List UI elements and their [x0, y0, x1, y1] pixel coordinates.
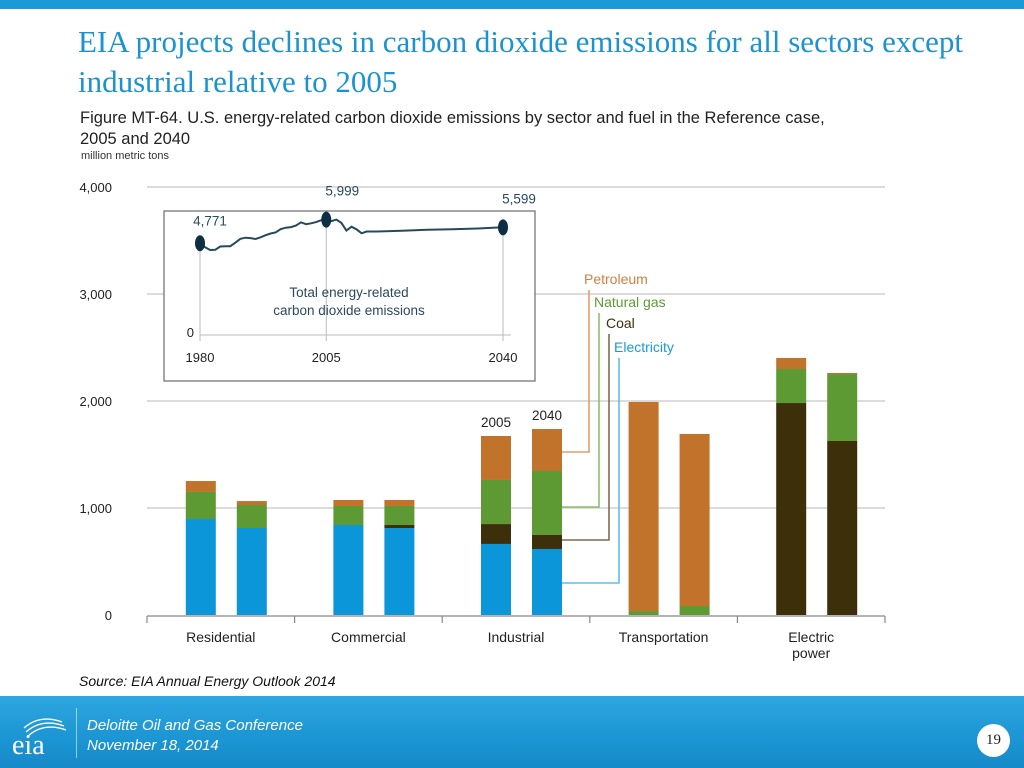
- bar-segment-electricity: [236, 528, 267, 615]
- eia-logo-text: eia: [12, 730, 45, 758]
- inset-data-marker: [321, 211, 332, 228]
- bar-segment-natural-gas: [236, 505, 267, 529]
- bar-segment-natural-gas: [679, 606, 710, 615]
- x-category-label: power: [792, 645, 830, 661]
- bar-segment-coal: [481, 524, 511, 544]
- inset-title-line2: carbon dioxide emissions: [273, 303, 425, 318]
- bar-segment-petroleum: [185, 481, 216, 492]
- bar-segment-electricity: [481, 543, 511, 615]
- source-note: Source: EIA Annual Energy Outlook 2014: [79, 673, 336, 689]
- inset-data-marker: [498, 219, 508, 236]
- legend-label-natural-gas: Natural gas: [594, 294, 666, 310]
- conference-name: Deloitte Oil and Gas Conference: [87, 717, 303, 734]
- inset-x-tick-label: 1980: [186, 350, 215, 365]
- conference-date: November 18, 2014: [87, 737, 219, 754]
- inset-x-tick-label: 2005: [312, 350, 341, 365]
- inset-line: [199, 218, 504, 252]
- footer-bar: eia Deloitte Oil and Gas Conference Nove…: [0, 696, 1024, 768]
- bar-segment-coal: [384, 525, 415, 529]
- legend-label-petroleum: Petroleum: [584, 271, 648, 287]
- y-tick-label: 1,000: [79, 501, 112, 516]
- figure-title: Figure MT-64. U.S. energy-related carbon…: [80, 109, 825, 148]
- x-category-label: Transportation: [619, 629, 709, 645]
- bar-segment-petroleum: [776, 357, 807, 370]
- bar-segment-natural-gas: [481, 479, 511, 525]
- bar-segment-natural-gas: [776, 369, 807, 404]
- y-axis-units: million metric tons: [81, 150, 170, 162]
- bar-segment-coal: [776, 403, 807, 615]
- x-category-label: Commercial: [331, 629, 406, 645]
- bar-segment-petroleum: [827, 372, 858, 375]
- inset-x-tick-label: 2040: [489, 350, 518, 365]
- inset-annotation: 5,999: [325, 184, 359, 199]
- bar-segment-electricity: [333, 525, 364, 615]
- eia-logo-icon: eia: [12, 718, 67, 758]
- bar-segment-natural-gas: [333, 505, 364, 526]
- bar-segment-petroleum: [333, 499, 364, 506]
- y-tick-label: 3,000: [79, 287, 112, 302]
- x-category-label: Industrial: [488, 629, 545, 645]
- bar-segment-natural-gas: [185, 491, 216, 520]
- legend-label-coal: Coal: [606, 315, 635, 331]
- page-number: 19: [977, 724, 1010, 757]
- bar-segment-petroleum: [236, 501, 267, 506]
- bar-segment-petroleum: [532, 429, 562, 471]
- year-label: 2040: [532, 408, 562, 423]
- bar-segment-petroleum: [679, 433, 710, 607]
- inset-box: [163, 210, 536, 382]
- conference-info: Deloitte Oil and Gas Conference November…: [87, 716, 303, 756]
- bar-segment-natural-gas: [827, 374, 858, 442]
- legend-label-electricity: Electricity: [614, 339, 674, 355]
- bar-segment-petroleum: [481, 435, 511, 480]
- inset-annotation: 4,771: [193, 213, 227, 228]
- stacked-bar-chart: 0 1,000 2,000 3,000 4,000 Residential Commerci…: [79, 180, 886, 661]
- bar-segment-petroleum: [628, 401, 659, 612]
- x-category-label: Electric: [788, 629, 834, 645]
- y-tick-label: 2,000: [79, 394, 112, 409]
- legend-callout-line: [562, 358, 620, 584]
- top-accent-bar: [0, 0, 1024, 9]
- x-category-label: Residential: [186, 629, 255, 645]
- bar-segment-natural-gas: [384, 505, 415, 526]
- bar-segment-petroleum: [384, 499, 415, 506]
- footer-divider: [76, 708, 77, 758]
- bar-segment-natural-gas: [532, 470, 562, 535]
- bar-segment-electricity: [384, 528, 415, 615]
- legend-callout-line: [562, 334, 610, 541]
- legend-callout-line: [562, 313, 600, 508]
- y-tick-label: 4,000: [79, 180, 112, 195]
- slide-title: EIA projects declines in carbon dioxide …: [78, 24, 963, 99]
- inset-data-marker: [195, 235, 205, 252]
- year-label: 2005: [481, 415, 511, 430]
- inset-annotation: 5,599: [502, 191, 536, 206]
- bar-segment-coal: [827, 441, 858, 615]
- bar-segment-electricity: [185, 519, 216, 615]
- inset-y-tick-label: 0: [187, 325, 194, 340]
- legend-callout-line: [562, 290, 590, 453]
- inset-title-line1: Total energy-related: [289, 285, 408, 300]
- bar-segment-natural-gas: [628, 611, 659, 615]
- y-tick-label: 0: [105, 608, 112, 623]
- bar-segment-electricity: [532, 548, 562, 615]
- bar-segment-coal: [532, 534, 562, 549]
